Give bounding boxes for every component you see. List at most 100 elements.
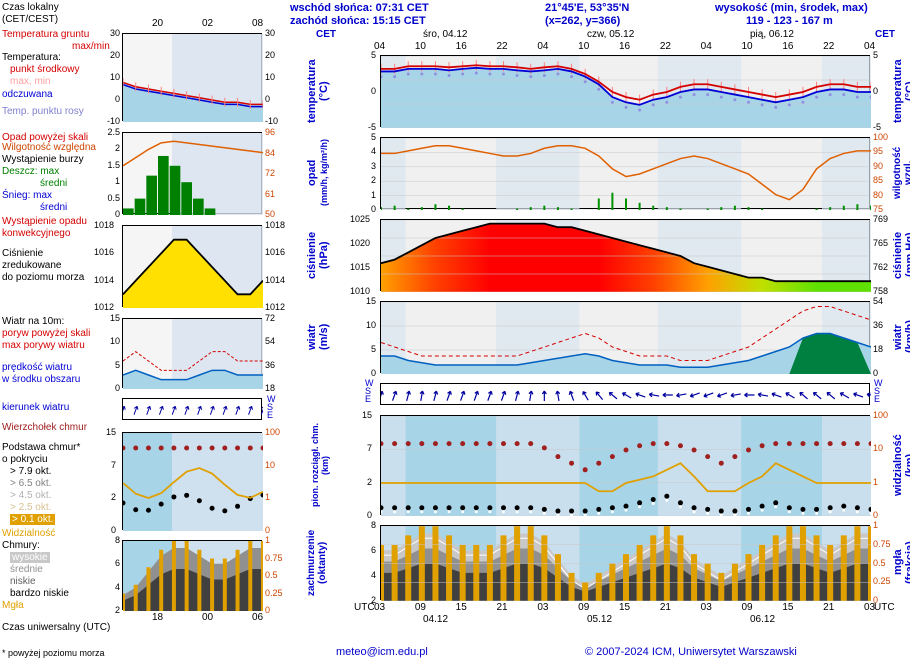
l-wys: wysokie — [10, 552, 50, 563]
vr-cisn2: ciśnienie(mm Hg) — [892, 219, 910, 291]
mini-press-svg — [123, 226, 263, 308]
mini-precip-svg — [123, 133, 263, 215]
l-opokr: o pokryciu — [2, 454, 48, 465]
l-konw1: Wystąpienie opadu — [2, 216, 87, 227]
day2: czw, 05.12 — [587, 29, 634, 40]
mini-wind-svg — [123, 319, 263, 389]
compass-mini: WSE — [267, 395, 276, 419]
l-snieg: Śnieg: max — [2, 190, 52, 201]
vr-widz: widzialność(km) — [892, 415, 910, 515]
l-punkt: punkt środkowy — [10, 64, 79, 75]
cloud-svg — [381, 416, 871, 516]
press-svg — [381, 220, 871, 292]
l-mm: max, min — [10, 76, 51, 87]
grid-label: (x=262, y=366) — [545, 15, 620, 27]
l-p79: > 7.9 okt. — [10, 466, 51, 477]
l-burza: Wystąpienie burzy — [2, 154, 84, 165]
sunset-label: zachód słońca: 15:15 CET — [290, 15, 426, 27]
l-p45: > 4.5 okt. — [10, 490, 51, 501]
l-cest: (CET/CEST) — [2, 14, 58, 25]
vl-cisn: ciśnienie(hPa) — [306, 219, 330, 291]
l-cisn3: do poziomu morza — [2, 272, 84, 283]
okt-panel — [380, 525, 870, 600]
vr-wilg: wilgotność wzgl.(%) — [892, 137, 910, 209]
arrow-svg — [381, 384, 871, 406]
l-mgla: Mgła — [2, 600, 24, 611]
l-odcz: odczuwana — [2, 89, 53, 100]
footer-email[interactable]: meteo@icm.edu.pl — [336, 646, 428, 658]
l-deszczsr: średni — [40, 178, 67, 189]
l-wierzch: Wierzchołek chmur — [2, 422, 87, 433]
l-utc: Czas uniwersalny (UTC) — [2, 622, 110, 633]
vr-wiatr2: wiatr(km/h) — [892, 301, 910, 373]
l-czas: Czas lokalny — [2, 2, 59, 13]
l-widz: Widzialność — [2, 528, 55, 539]
l-sniegsr: średni — [40, 202, 67, 213]
vl-wiatr: wiatr(m/s) — [306, 301, 330, 373]
day3-bot: 06.12 — [750, 614, 775, 625]
meteogram-container: wschód słońca: 07:31 CET zachód słońca: … — [0, 0, 910, 660]
footer-copyright: © 2007-2024 ICM, Uniwersytet Warszawski — [585, 646, 797, 658]
elev-value: 119 - 123 - 167 m — [746, 15, 833, 27]
l-p65: > 6.5 okt. — [10, 478, 51, 489]
vl-opad: opad(mm/h, kg/m²/h) — [306, 137, 330, 209]
mini-cloud-svg — [123, 433, 263, 531]
l-p25: > 2.5 okt. — [10, 502, 51, 513]
l-pred: prędkość wiatru — [2, 362, 72, 373]
mini-wind-panel — [122, 318, 262, 388]
l-cisn1: Ciśnienie — [2, 248, 43, 259]
l-bnis: bardzo niskie — [10, 588, 69, 599]
l-poryw: max porywy wiatru — [2, 340, 85, 351]
l-rosy: Temp. punktu rosy — [2, 106, 84, 117]
temp-panel — [380, 55, 870, 127]
day3: pią, 06.12 — [750, 29, 794, 40]
day1: śro, 04.12 — [423, 29, 467, 40]
compass-left: WSE — [365, 379, 374, 403]
press-panel — [380, 219, 870, 291]
note-asl: * powyżej poziomu morza — [2, 648, 105, 658]
l-podst: Podstawa chmur* — [2, 442, 80, 453]
mini-precip-panel — [122, 132, 262, 214]
elev-label: wysokość (min, środek, max) — [715, 2, 868, 14]
l-deszcz: Deszcz: max — [2, 166, 59, 177]
mini-press-panel — [122, 225, 262, 307]
vr-temp: temperatura(°C) — [892, 55, 910, 127]
cloud-panel — [380, 415, 870, 515]
l-wilg: Wilgotność względna — [2, 142, 96, 153]
okt-svg — [381, 526, 871, 601]
day2-bot: 05.12 — [587, 614, 612, 625]
vl-chm: pion. rozciągł. chm.(km) — [310, 415, 330, 515]
l-p01: > 0.1 okt. — [10, 514, 55, 525]
mini-cloud-panel — [122, 432, 262, 530]
arrow-panel — [380, 383, 870, 405]
l-tgruntu: Temperatura gruntu — [2, 29, 89, 40]
l-konw2: konwekcyjnego — [2, 228, 70, 239]
wind-svg — [381, 302, 871, 374]
l-kier: kierunek wiatru — [2, 402, 69, 413]
mini-okt-svg — [123, 541, 263, 611]
l-cisn2: zredukowane — [2, 260, 61, 271]
vl-okt: zachmurzenie(oktanty) — [306, 525, 328, 600]
l-poryws: poryw powyżej skali — [2, 328, 90, 339]
precip-panel — [380, 137, 870, 209]
mini-temp-svg — [123, 34, 263, 122]
wind-panel — [380, 301, 870, 373]
cet-left: CET — [316, 29, 336, 40]
mini-okt-panel — [122, 540, 262, 610]
sunrise-label: wschód słońca: 07:31 CET — [290, 2, 429, 14]
mini-arrow-svg — [123, 399, 263, 421]
cet-right: CET — [875, 29, 895, 40]
day1-bot: 04.12 — [423, 614, 448, 625]
mini-arrow-panel — [122, 398, 262, 420]
l-chm: Chmury: — [2, 540, 40, 551]
l-wsrodku: w środku obszaru — [2, 374, 80, 385]
l-sre: średnie — [10, 564, 43, 575]
compass-right: WSE — [874, 379, 883, 403]
precip-svg — [381, 138, 871, 210]
mini-temp-panel — [122, 33, 262, 121]
l-nis: niskie — [10, 576, 36, 587]
l-temp: Temperatura: — [2, 52, 61, 63]
vr-mgla: mgła(frakcja) — [892, 525, 910, 600]
temp-svg — [381, 56, 871, 128]
coords-label: 21°45'E, 53°35'N — [545, 2, 629, 14]
